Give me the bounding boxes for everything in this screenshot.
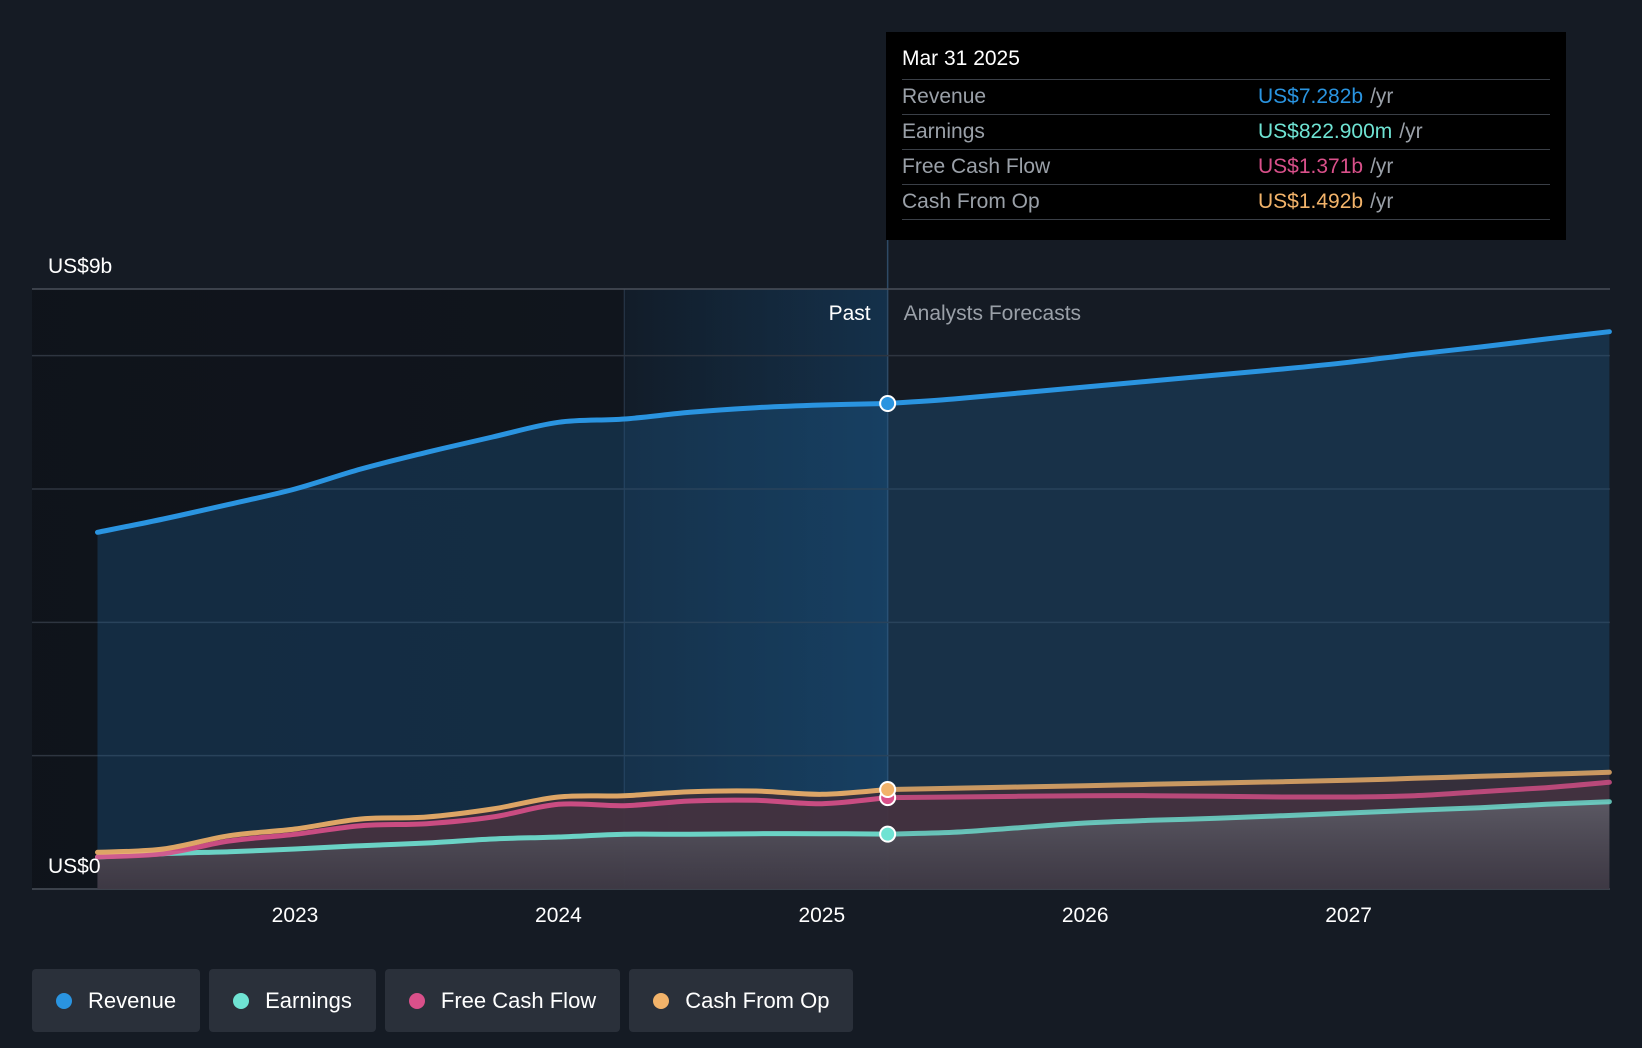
legend-dot-icon [233,992,250,1009]
legend-dot-icon [56,992,72,1009]
x-tick-label: 2025 [798,904,845,927]
tooltip-value: US$1.371b [1258,155,1364,178]
legend-item-free-cash-flow[interactable]: Free Cash Flow [384,969,621,1032]
legend-item-earnings[interactable]: Earnings [209,969,376,1032]
tooltip-label: Earnings [902,120,985,143]
tooltip-row-earnings: Earnings US$822.900m /yr [902,115,1550,150]
legend-label: Earnings [265,987,352,1013]
tooltip-row-revenue: Revenue US$7.282b /yr [902,80,1550,115]
tooltip-label: Revenue [902,85,987,108]
tooltip-unit: /yr [1370,155,1394,178]
revenue-line-forecast [885,329,1612,406]
tooltip-value: US$1.492b [1258,190,1364,213]
earnings-marker [879,825,897,843]
tooltip-label: Free Cash Flow [902,155,1051,178]
x-tick-label: 2027 [1325,904,1372,927]
earnings-line-forecast [885,799,1612,837]
forecast-label: Analysts Forecasts [904,302,1081,325]
free-cash-flow-line-past [95,795,891,860]
revenue-area [97,331,1610,889]
earnings-line-past [95,831,891,860]
legend: Revenue Earnings Free Cash Flow Cash Fro… [32,969,854,1032]
cash-from-op-line-forecast [885,769,1612,792]
tooltip-row-cash-from-op: Cash From Op US$1.492b /yr [902,185,1550,220]
cash-from-op-line-past [95,787,891,855]
tooltip: Mar 31 2025 Revenue US$7.282b /yr Earnin… [886,32,1566,240]
earnings-area [97,801,1610,889]
cash-from-op-marker [879,781,897,799]
legend-dot-icon [408,992,425,1009]
free-cash-flow-line-forecast [885,779,1612,801]
tooltip-value: US$7.282b [1258,85,1364,108]
tooltip-unit: /yr [1370,190,1394,213]
tooltip-unit: /yr [1399,120,1423,143]
legend-item-cash-from-op[interactable]: Cash From Op [629,969,854,1032]
revenue-line-past [95,401,891,535]
x-tick-label: 2026 [1062,904,1109,927]
x-tick-label: 2023 [272,904,319,927]
y-tick-label-bottom: US$0 [48,855,101,878]
legend-label: Revenue [88,987,177,1013]
tooltip-date: Mar 31 2025 [902,46,1550,80]
tooltip-row-free-cash-flow: Free Cash Flow US$1.371b /yr [902,150,1550,185]
legend-label: Cash From Op [685,987,830,1013]
tooltip-unit: /yr [1370,85,1394,108]
revenue-marker [879,395,897,413]
past-label: Past [829,302,871,325]
legend-label: Free Cash Flow [440,987,597,1013]
y-tick-label-top: US$9b [48,255,112,278]
x-tick-label: 2024 [535,904,582,927]
legend-item-revenue[interactable]: Revenue [32,969,201,1032]
legend-dot-icon [653,992,670,1009]
tooltip-value: US$822.900m [1258,120,1393,143]
tooltip-label: Cash From Op [902,190,1040,213]
